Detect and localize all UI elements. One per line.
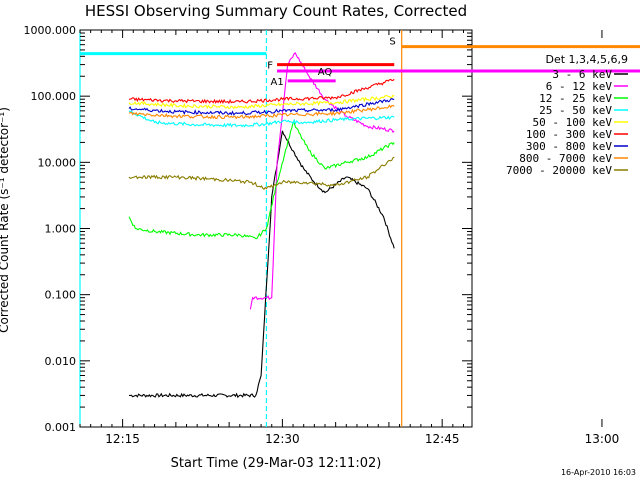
y-tick-label: 0.001 (45, 421, 77, 434)
legend-label-100-300-kev: 100 - 300 keV (526, 128, 612, 141)
flag-bars: S F A1 AQ (80, 37, 640, 88)
y-tick-label: 100.000 (31, 90, 77, 103)
x-axis-label: Start Time (29-Mar-03 12:11:02) (171, 456, 382, 471)
series-line-300-800-kev-part-1 (128, 97, 395, 116)
legend-label-300-800-kev: 300 - 800 keV (526, 140, 612, 153)
y-tick-label: 0.010 (45, 355, 77, 368)
series-line-12-25-kev-part-1 (128, 121, 395, 240)
series-line-100-300-kev-part-1 (129, 78, 395, 105)
series-line-6-12-kev-part-1 (249, 52, 395, 310)
legend-label-50-100-kev: 50 - 100 keV (533, 116, 613, 129)
flag-label-f: F (267, 61, 273, 72)
legend-title: Det 1,3,4,5,6,9 (545, 53, 628, 66)
x-tick-label: 12:45 (425, 432, 460, 446)
y-tick-label: 0.100 (45, 289, 77, 302)
legend-label-7000-20000-kev: 7000 - 20000 keV (506, 164, 612, 177)
axes: 1000.000 100.000 10.000 1.000 0.100 0.010 0.00… (24, 24, 620, 446)
flag-label-s: S (389, 37, 395, 48)
legend-label-3-6-kev: 3 - 6 keV (552, 68, 612, 81)
flag-label-aq: AQ (318, 67, 333, 78)
y-tick-label: 10.000 (38, 156, 77, 169)
flag-label-a1: A1 (271, 77, 284, 88)
legend-label-12-25-kev: 12 - 25 keV (539, 92, 612, 105)
series-line-25-50-kev-part-1 (128, 110, 395, 128)
y-tick-label: 1000.000 (24, 24, 77, 37)
legend-label-800-7000-kev: 800 - 7000 keV (519, 152, 612, 165)
x-tick-label: 12:15 (105, 432, 140, 446)
series-lines (128, 52, 395, 399)
footer-timestamp: 16-Apr-2010 16:03 (561, 468, 636, 477)
series-line-800-7000-kev-part-1 (128, 104, 395, 120)
y-tick-label: 1.000 (45, 223, 77, 236)
x-tick-label: 12:30 (265, 432, 300, 446)
series-line-3-6-kev-part-1 (128, 130, 395, 399)
legend-label-6-12-kev: 6 - 12 keV (546, 80, 613, 93)
chart-title: HESSI Observing Summary Count Rates, Cor… (85, 2, 467, 20)
series-line-7000-20000-kev-part-1 (128, 156, 395, 190)
series-line-50-100-kev-part-1 (128, 94, 395, 110)
x-tick-label: 13:00 (585, 432, 620, 446)
legend-label-25-50-kev: 25 - 50 keV (539, 104, 612, 117)
y-axis-label: Corrected Count Rate (s⁻¹ detector⁻¹) (0, 107, 11, 333)
